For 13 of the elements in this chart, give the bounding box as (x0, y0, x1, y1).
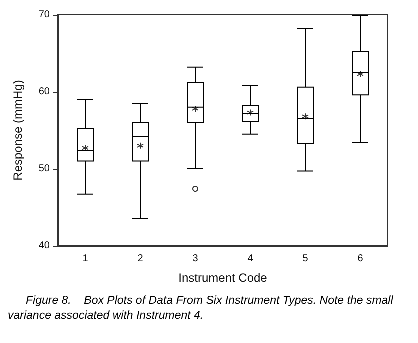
y-tick-label: 40 (38, 240, 50, 252)
x-tick-label: 5 (302, 254, 309, 264)
y-axis-title: Response (mmHg) (11, 80, 25, 181)
y-tick-label: 70 (38, 10, 50, 20)
y-tick-label: 50 (38, 164, 50, 174)
y-tick-label: 60 (38, 86, 50, 98)
x-tick-label: 6 (358, 254, 364, 264)
x-tick-label: 1 (82, 254, 89, 264)
caption: Figure 8. Box Plots of Data From Six Instrument Types. Note the small variance associated with Instrument 4. (8, 294, 394, 324)
x-tick-label: 4 (248, 254, 254, 264)
x-axis-title: Instrument Code (178, 271, 268, 285)
x-tick-label: 2 (138, 254, 144, 264)
x-tick-label: 3 (192, 254, 199, 264)
